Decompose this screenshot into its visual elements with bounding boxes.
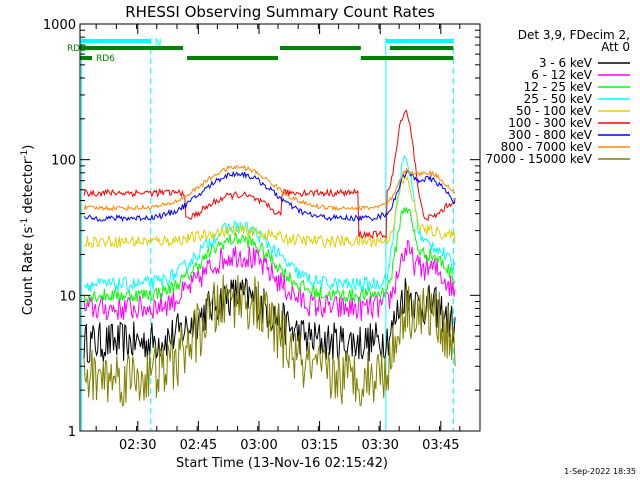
x-axis-label: Start Time (13-Nov-16 02:15:42) [176, 456, 388, 471]
legend-label: 6 - 12 keV [531, 68, 593, 82]
series-line [83, 277, 456, 364]
series-line [83, 154, 456, 293]
rd6-flag-label: RD6 [96, 54, 115, 64]
legend-label: 12 - 25 keV [524, 80, 593, 94]
legend-label: 7000 - 15000 keV [485, 152, 592, 166]
plot-frame [79, 23, 481, 432]
timestamp: 1-Sep-2022 18:35 [564, 467, 636, 476]
series-line [83, 169, 456, 223]
x-tick-label: 03:00 [240, 438, 277, 453]
observing-flags: N RDD RD6 [67, 38, 454, 431]
x-tick-label: 03:45 [422, 438, 459, 453]
y-tick-label: 1000 [43, 18, 76, 33]
x-tick-label: 03:30 [361, 438, 398, 453]
legend-header-line2: Att 0 [601, 40, 630, 54]
legend-label: 3 - 6 keV [539, 56, 593, 70]
legend-label: 800 - 7000 keV [501, 140, 593, 154]
series-line [83, 109, 456, 240]
legend-label: 50 - 100 keV [516, 104, 593, 118]
y-tick-label: 10 [59, 289, 76, 304]
series-line [83, 274, 456, 407]
x-tick-label: 02:30 [119, 438, 156, 453]
y-tick-label: 1 [68, 425, 76, 440]
legend-label: 100 - 300 keV [508, 116, 592, 130]
plot-area: N RDD RD6 1 10 100 1000 02:30 02:45 03:00 03:15 03… [43, 18, 481, 453]
axes: 1 10 100 1000 02:30 02:45 03:00 03:15 03:30 03:45 [43, 18, 480, 453]
x-tick-label: 02:45 [180, 438, 217, 453]
data-series [83, 109, 456, 407]
y-axis-label: Count Rate (s-1 detector-1) [20, 145, 36, 316]
x-tick-label: 03:15 [301, 438, 338, 453]
series-line [83, 164, 456, 212]
rdd-flag-label: RDD [67, 44, 87, 54]
y-tick-label: 100 [51, 154, 76, 169]
chart-title: RHESSI Observing Summary Count Rates [125, 3, 435, 21]
series-line [83, 173, 456, 249]
legend-header-line1: Det 3,9, FDecim 2, [518, 28, 630, 42]
eclipse-flag-label: N [155, 38, 162, 48]
series-line [83, 240, 456, 322]
series-line [83, 206, 456, 305]
legend-label: 300 - 800 keV [508, 128, 592, 142]
legend-label: 25 - 50 keV [524, 92, 593, 106]
